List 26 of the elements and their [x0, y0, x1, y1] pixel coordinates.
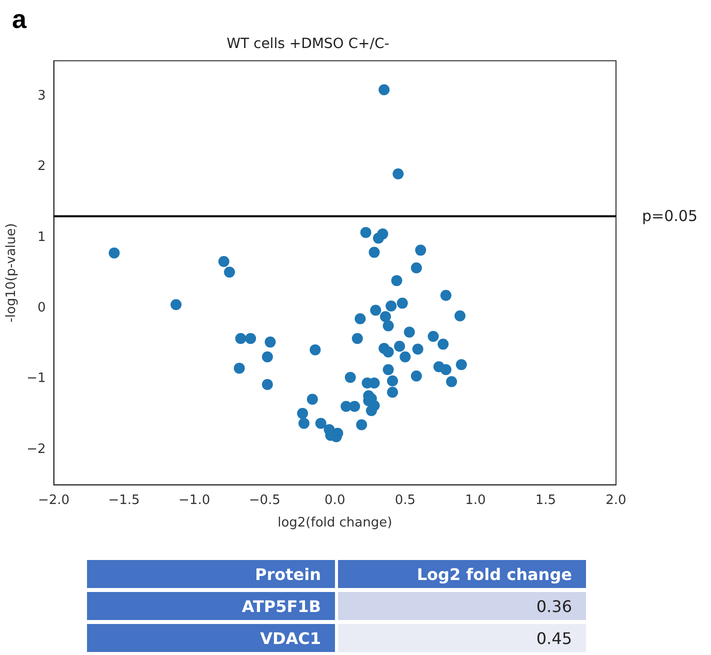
y-tick-label: −2	[26, 442, 46, 457]
x-tick-label: 1.0	[465, 492, 486, 508]
x-tick-label: −2.0	[38, 492, 70, 508]
x-tick-label: −1.5	[108, 492, 140, 508]
text: VDAC1	[87, 624, 335, 652]
text: 0.36	[338, 592, 586, 620]
text: 0.45	[338, 624, 586, 652]
x-tick-label: −0.5	[248, 492, 280, 508]
text: Protein	[87, 560, 335, 588]
y-tick-label: 3	[37, 88, 46, 104]
text: ATP5F1B	[87, 592, 335, 620]
x-tick-label: 0.5	[394, 492, 416, 508]
x-tick-label: −1.0	[178, 492, 210, 508]
y-tick-label: 2	[37, 159, 46, 174]
y-tick-label: 0	[37, 300, 46, 316]
text: a	[12, 4, 26, 35]
x-axis-title: log2(fold change)	[278, 516, 392, 531]
text: Log2 fold change	[338, 560, 586, 588]
y-tick-label: −1	[26, 371, 46, 386]
x-tick-label: 0.0	[324, 492, 346, 508]
x-tick-label: 2.0	[606, 492, 626, 508]
y-tick-label: 1	[37, 230, 46, 245]
chart-title: WT cells +DMSO C+/C-	[226, 36, 390, 52]
y-axis-title: -log10(p-value)	[4, 223, 20, 322]
text: p=0.05	[642, 207, 698, 226]
x-tick-label: 1.5	[535, 492, 556, 508]
